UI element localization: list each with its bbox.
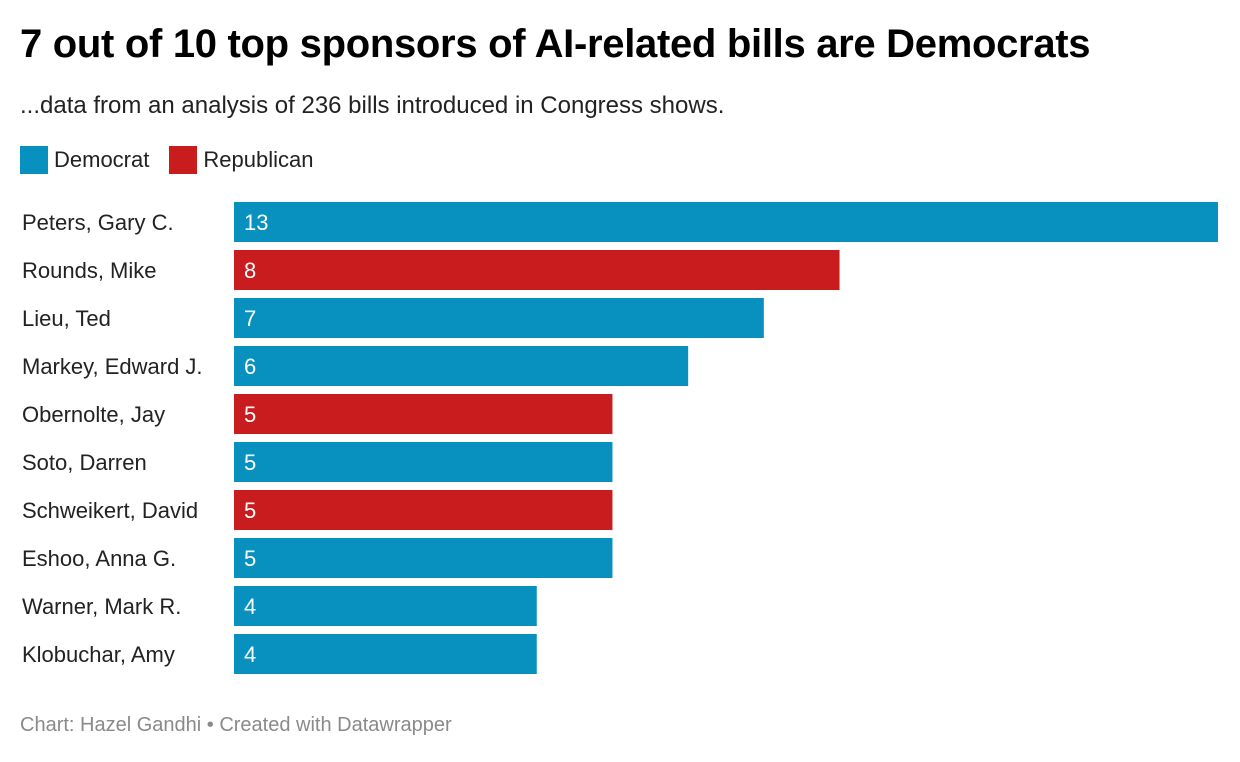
value-label-rounds-mike: 8 [244, 258, 256, 283]
legend: Democrat Republican [20, 146, 333, 174]
value-label-warner-mark-r: 4 [244, 594, 256, 619]
bar-klobuchar-amy [234, 634, 537, 674]
value-label-obernolte-jay: 5 [244, 402, 256, 427]
bar-peters-gary-c [234, 202, 1218, 242]
value-label-schweikert-david: 5 [244, 498, 256, 523]
legend-label-republican: Republican [203, 147, 314, 172]
category-label-obernolte-jay: Obernolte, Jay [22, 402, 165, 427]
value-label-lieu-ted: 7 [244, 306, 256, 331]
bar-lieu-ted [234, 298, 764, 338]
legend-item-republican: Republican [169, 146, 313, 174]
legend-swatch-republican [169, 146, 198, 174]
bar-schweikert-david [234, 490, 613, 530]
category-label-rounds-mike: Rounds, Mike [22, 258, 157, 283]
chart-footer: Chart: Hazel Gandhi • Created with Dataw… [20, 714, 452, 736]
value-label-eshoo-anna-g: 5 [244, 546, 256, 571]
bar-rounds-mike [234, 250, 840, 290]
chart-title: 7 out of 10 top sponsors of AI-related b… [20, 22, 1091, 66]
bar-soto-darren [234, 442, 613, 482]
category-label-eshoo-anna-g: Eshoo, Anna G. [22, 546, 176, 571]
chart-subtitle: ...data from an analysis of 236 bills in… [20, 92, 725, 119]
category-label-klobuchar-amy: Klobuchar, Amy [22, 642, 175, 667]
value-label-soto-darren: 5 [244, 450, 256, 475]
legend-swatch-democrat [20, 146, 48, 174]
bar-chart: Peters, Gary C. 13 Rounds, Mike 8 Lieu, Ted 7… [22, 202, 1218, 674]
legend-item-democrat: Democrat [20, 146, 149, 174]
bar-warner-mark-r [234, 586, 537, 626]
value-label-klobuchar-amy: 4 [244, 642, 256, 667]
category-label-warner-mark-r: Warner, Mark R. [22, 594, 181, 619]
category-label-schweikert-david: Schweikert, David [22, 498, 198, 523]
bar-eshoo-anna-g [234, 538, 613, 578]
category-label-lieu-ted: Lieu, Ted [22, 306, 111, 331]
category-label-peters-gary-c: Peters, Gary C. [22, 210, 174, 235]
legend-label-democrat: Democrat [54, 147, 150, 172]
value-label-peters-gary-c: 13 [244, 210, 268, 235]
bar-obernolte-jay [234, 394, 613, 434]
category-label-soto-darren: Soto, Darren [22, 450, 147, 475]
bar-markey-edward-j [234, 346, 689, 386]
category-label-markey-edward-j: Markey, Edward J. [22, 354, 203, 379]
value-label-markey-edward-j: 6 [244, 354, 256, 379]
